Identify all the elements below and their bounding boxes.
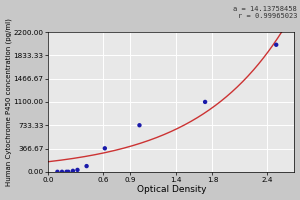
Point [55, 170, 60, 173]
Point [274, 43, 279, 46]
Point [203, 100, 208, 104]
Point [66, 170, 71, 173]
Point [102, 147, 107, 150]
Point [64, 170, 69, 173]
Point [137, 124, 142, 127]
X-axis label: Optical Density: Optical Density [136, 185, 206, 194]
Point [84, 164, 89, 168]
Point [70, 169, 75, 172]
Y-axis label: Human Cytochrome P450 concentration (pg/ml): Human Cytochrome P450 concentration (pg/… [6, 18, 12, 186]
Point [75, 168, 80, 171]
Text: a = 14.13758458
r = 0.99965023: a = 14.13758458 r = 0.99965023 [233, 6, 297, 19]
Point [60, 170, 64, 173]
